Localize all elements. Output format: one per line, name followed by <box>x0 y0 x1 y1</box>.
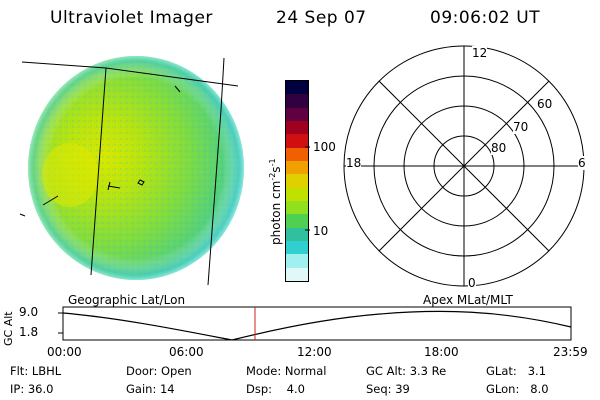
polar-lat-60: 60 <box>537 97 553 111</box>
x-tick-4: 23:59 <box>553 345 588 359</box>
x-tick-1: 06:00 <box>169 345 204 359</box>
filter-info: Flt: LBHL <box>10 364 62 378</box>
mode-info: Mode: Normal <box>246 364 327 378</box>
dsp-info: Dsp: 4.0 <box>246 382 305 396</box>
colorbar-tick-100: 100 <box>313 140 336 154</box>
altitude-y-top: 9.0 <box>19 305 39 319</box>
polar-diagonal-2 <box>378 80 550 252</box>
glat-info: GLat: 3.1 <box>486 364 547 378</box>
altitude-plot-frame <box>62 306 572 341</box>
colorbar-segment <box>286 227 308 241</box>
colorbar-segment <box>286 267 308 281</box>
colorbar-segment <box>286 120 308 135</box>
colorbar-segment <box>286 200 308 215</box>
polar-lat-80: 80 <box>491 141 507 155</box>
door-info: Door: Open <box>126 364 192 378</box>
time-label: 09:06:02 UT <box>430 8 541 28</box>
colorbar-tick-10: 10 <box>313 224 329 238</box>
colorbar-segment <box>286 254 308 268</box>
polar-lat-70: 70 <box>513 120 529 134</box>
colorbar-segment <box>286 160 308 175</box>
date-label: 24 Sep 07 <box>276 8 367 28</box>
map-grid-lines <box>19 57 239 286</box>
altitude-curve <box>62 310 572 341</box>
instrument-title: Ultraviolet Imager <box>50 8 213 28</box>
colorbar <box>285 80 309 282</box>
altitude-y-bottom: 1.8 <box>19 325 39 339</box>
colorbar-segment <box>286 147 308 161</box>
glon-info: GLon: 8.0 <box>486 382 549 396</box>
colorbar-segment <box>286 240 308 255</box>
geographic-projection-label: Geographic Lat/Lon <box>68 293 186 307</box>
polar-mlt-12: 12 <box>472 46 488 60</box>
gain-info: Gain: 14 <box>126 382 175 396</box>
ip-info: IP: 36.0 <box>10 382 54 396</box>
altitude-axis-label: GC Alt <box>2 311 15 346</box>
polar-mlt-6: 6 <box>578 156 586 170</box>
x-tick-0: 00:00 <box>47 345 82 359</box>
polar-mlt-18: 18 <box>346 156 362 170</box>
colorbar-segment <box>286 214 308 228</box>
colorbar-segment <box>286 174 308 188</box>
colorbar-segment <box>286 107 308 121</box>
colorbar-segment <box>286 187 308 201</box>
polar-mlt-0: 0 <box>468 276 476 290</box>
colorbar-ticks <box>305 146 310 231</box>
colorbar-segment <box>286 94 308 108</box>
colorbar-segment <box>286 134 308 148</box>
gcalt-info: GC Alt: 3.3 Re <box>366 364 447 378</box>
x-tick-2: 12:00 <box>297 345 332 359</box>
apex-projection-label: Apex MLat/MLT <box>423 293 513 307</box>
colorbar-segment <box>286 81 308 95</box>
seq-info: Seq: 39 <box>366 382 410 396</box>
x-tick-3: 18:00 <box>424 345 459 359</box>
